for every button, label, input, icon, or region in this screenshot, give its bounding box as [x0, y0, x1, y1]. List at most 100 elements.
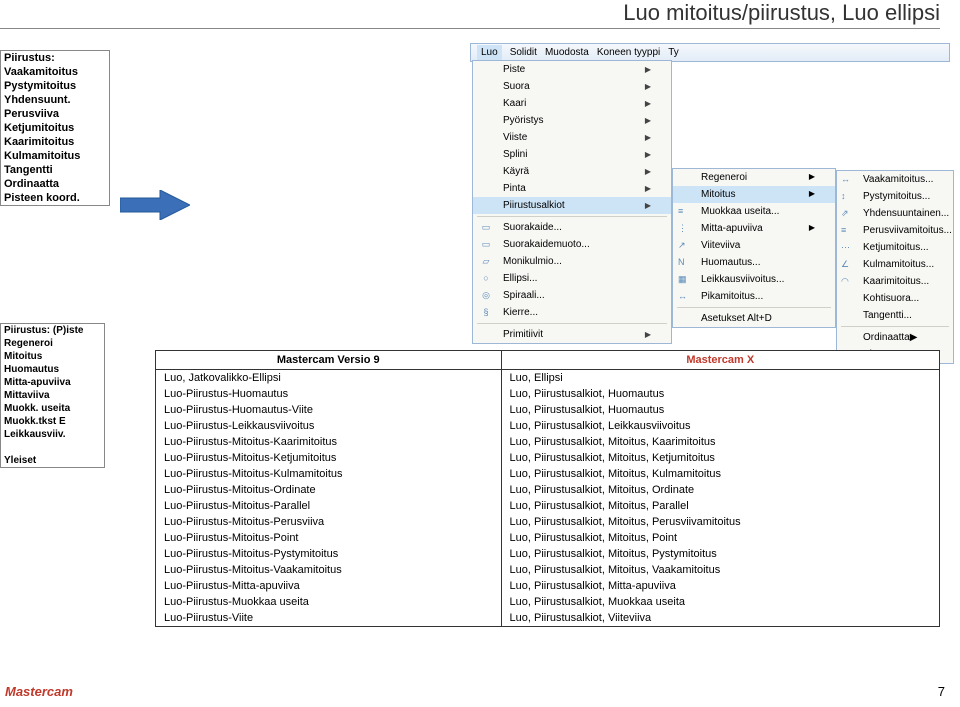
- menu-item[interactable]: ◠Kaarimitoitus...: [837, 273, 953, 290]
- submenu-arrow-icon: ▶: [645, 201, 651, 210]
- menu-item[interactable]: Splini▶: [473, 146, 671, 163]
- menu-label: Monikulmio...: [503, 256, 562, 267]
- table-cell: Luo, Piirustusalkiot, Viiteviiva: [501, 610, 939, 627]
- menu-item[interactable]: Pyöristys▶: [473, 112, 671, 129]
- menu-item[interactable]: Piste▶: [473, 61, 671, 78]
- menu-item[interactable]: Viiste▶: [473, 129, 671, 146]
- menu-item[interactable]: Mitoitus▶: [673, 186, 835, 203]
- menu-label: Huomautus...: [701, 257, 760, 268]
- table-cell: Luo, Ellipsi: [501, 370, 939, 387]
- piirustus-item[interactable]: Kaarimitoitus: [1, 135, 109, 149]
- piirustus-piste-item[interactable]: Regeneroi: [1, 337, 104, 350]
- piirustus-piste-item[interactable]: Leikkausviiv.: [1, 428, 104, 441]
- menu-item[interactable]: ≡Perusviivamitoitus...: [837, 222, 953, 239]
- piirustus-piste-item[interactable]: Piirustus: (P)iste: [1, 324, 104, 337]
- piirustusalkiot-submenu[interactable]: Regeneroi▶Mitoitus▶≡Muokkaa useita...⋮Mi…: [672, 168, 836, 328]
- menu-item[interactable]: ↔Pikamitoitus...: [673, 288, 835, 305]
- submenu-arrow-icon: ▶: [809, 172, 815, 183]
- table-cell: Luo-Piirustus-Mitoitus-Pystymitoitus: [156, 546, 502, 562]
- menu-item[interactable]: ↕Pystymitoitus...: [837, 188, 953, 205]
- piirustus-piste-item[interactable]: Huomautus: [1, 363, 104, 376]
- piirustus-piste-item[interactable]: Yleiset: [1, 454, 104, 467]
- menu-icon: ▱: [479, 256, 493, 270]
- arrow-right: [120, 190, 190, 220]
- menu-item[interactable]: Ty: [668, 47, 679, 58]
- menu-item[interactable]: ⋯Ketjumitoitus...: [837, 239, 953, 256]
- mitoitus-submenu[interactable]: ↔Vaakamitoitus...↕Pystymitoitus...⇗Yhden…: [836, 170, 954, 364]
- table-cell: Luo-Piirustus-Huomautus-Viite: [156, 402, 502, 418]
- menu-item[interactable]: §Kierre...: [473, 304, 671, 321]
- menu-item[interactable]: ≡Muokkaa useita...: [673, 203, 835, 220]
- piirustus-item[interactable]: Ordinaatta: [1, 177, 109, 191]
- submenu-arrow-icon: ▶: [645, 167, 651, 176]
- piirustus-piste-item[interactable]: Muokk.tkst E: [1, 415, 104, 428]
- menu-item[interactable]: ◎ Spiraali...: [473, 287, 671, 304]
- menu-item[interactable]: Koneen tyyppi: [597, 47, 660, 58]
- menu-item[interactable]: Käyrä▶: [473, 163, 671, 180]
- menu-item[interactable]: ▱ Monikulmio...: [473, 253, 671, 270]
- menu-item[interactable]: Luo: [477, 45, 502, 60]
- menu-item[interactable]: ▭Suorakaidemuoto...: [473, 236, 671, 253]
- menu-icon: ◎: [479, 290, 493, 304]
- menu-label: Mitoitus: [701, 189, 735, 200]
- table-cell: Luo, Piirustusalkiot, Mitoitus, Kulmamit…: [501, 466, 939, 482]
- piirustus-item[interactable]: Piirustus:: [1, 51, 109, 65]
- menu-item[interactable]: Kaari▶: [473, 95, 671, 112]
- piirustus-item[interactable]: Pisteen koord.: [1, 191, 109, 205]
- piirustus-piste-item[interactable]: Mittaviiva: [1, 389, 104, 402]
- menu-item[interactable]: ↗Viiteviiva: [673, 237, 835, 254]
- piirustus-item[interactable]: Vaakamitoitus: [1, 65, 109, 79]
- menu-item[interactable]: Regeneroi ▶: [673, 169, 835, 186]
- menu-icon: ○: [479, 273, 493, 287]
- menu-item[interactable]: Tangentti...: [837, 307, 953, 324]
- menu-icon: ≡: [678, 206, 692, 216]
- luo-dropdown[interactable]: Piste▶Suora▶Kaari▶Pyöristys▶Viiste▶Splin…: [472, 60, 672, 344]
- menu-item[interactable]: Ordinaatta▶: [837, 329, 953, 346]
- piirustus-item[interactable]: Ketjumitoitus: [1, 121, 109, 135]
- menu-label: Pinta: [503, 183, 526, 194]
- table-cell: Luo-Piirustus-Mitoitus-Ketjumitoitus: [156, 450, 502, 466]
- menu-item[interactable]: ▭Suorakaide...: [473, 219, 671, 236]
- piirustus-piste-item[interactable]: Mitoitus: [1, 350, 104, 363]
- piirustus-piste-item[interactable]: Muokk. useita: [1, 402, 104, 415]
- page-number: 7: [938, 684, 945, 699]
- menu-item[interactable]: ⋮Mitta-apuviiva▶: [673, 220, 835, 237]
- menu-item[interactable]: Primitiivit▶: [473, 326, 671, 343]
- submenu-arrow-icon: ▶: [645, 150, 651, 159]
- piirustus-piste-item[interactable]: Mitta-apuviiva: [1, 376, 104, 389]
- menu-item[interactable]: Kohtisuora...: [837, 290, 953, 307]
- table-cell: Luo, Piirustusalkiot, Mitoitus, Ordinate: [501, 482, 939, 498]
- menu-item[interactable]: Pinta▶: [473, 180, 671, 197]
- menu-item[interactable]: ↔Vaakamitoitus...: [837, 171, 953, 188]
- piirustus-item[interactable]: Perusviiva: [1, 107, 109, 121]
- menu-item[interactable]: NHuomautus...: [673, 254, 835, 271]
- piirustus-item[interactable]: Tangentti: [1, 163, 109, 177]
- piirustus-item[interactable]: Kulmamitoitus: [1, 149, 109, 163]
- menu-item[interactable]: ∠Kulmamitoitus...: [837, 256, 953, 273]
- menu-item[interactable]: Asetukset Alt+D: [673, 310, 835, 327]
- table-header: Mastercam X: [501, 351, 939, 370]
- menu-icon: ↗: [678, 240, 692, 251]
- piirustus-item[interactable]: Yhdensuunt.: [1, 93, 109, 107]
- menu-item[interactable]: Muodosta: [545, 47, 589, 58]
- menu-label: Kohtisuora...: [863, 293, 919, 304]
- submenu-arrow-icon: ▶: [809, 223, 815, 234]
- menu-item[interactable]: ⇗Yhdensuuntainen...: [837, 205, 953, 222]
- submenu-arrow-icon: ▶: [910, 332, 918, 343]
- menu-item[interactable]: Piirustusalkiot▶: [473, 197, 671, 214]
- menu-item[interactable]: ○Ellipsi...: [473, 270, 671, 287]
- table-cell: Luo-Piirustus-Mitoitus-Ordinate: [156, 482, 502, 498]
- menu-item[interactable]: Suora▶: [473, 78, 671, 95]
- menu-label: Regeneroi: [701, 172, 747, 183]
- table-cell: Luo-Piirustus-Mitta-apuviiva: [156, 578, 502, 594]
- menu-label: Spiraali...: [503, 290, 545, 301]
- piirustus-item[interactable]: Pystymitoitus: [1, 79, 109, 93]
- menu-item[interactable]: Solidit: [510, 47, 537, 58]
- menu-item[interactable]: ▦Leikkausviivoitus...: [673, 271, 835, 288]
- comparison-table: Mastercam Versio 9Mastercam XLuo, Jatkov…: [155, 350, 940, 627]
- table-cell: Luo, Piirustusalkiot, Mitoitus, Vaakamit…: [501, 562, 939, 578]
- piirustus-piste-item[interactable]: [1, 441, 104, 454]
- submenu-arrow-icon: ▶: [645, 330, 651, 339]
- menu-label: Pyöristys: [503, 115, 544, 126]
- table-cell: Luo, Piirustusalkiot, Huomautus: [501, 386, 939, 402]
